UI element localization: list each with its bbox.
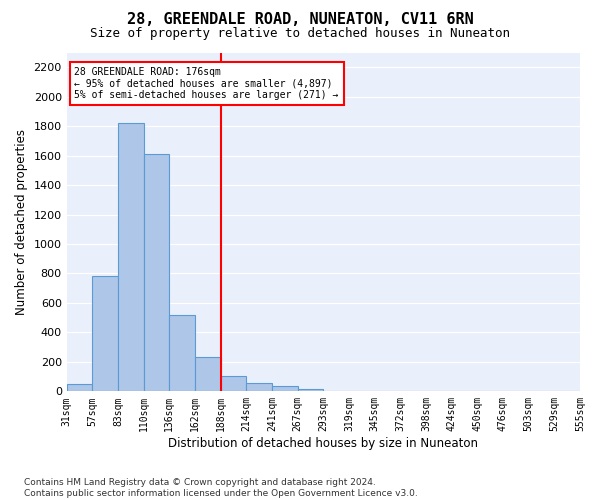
- Bar: [92, 276, 118, 392]
- Text: 28 GREENDALE ROAD: 176sqm
← 95% of detached houses are smaller (4,897)
5% of sem: 28 GREENDALE ROAD: 176sqm ← 95% of detac…: [74, 67, 339, 100]
- Bar: [247, 383, 272, 392]
- Bar: [67, 384, 92, 392]
- Y-axis label: Number of detached properties: Number of detached properties: [15, 129, 28, 315]
- Bar: [195, 356, 221, 392]
- Text: Contains HM Land Registry data © Crown copyright and database right 2024.
Contai: Contains HM Land Registry data © Crown c…: [24, 478, 418, 498]
- Bar: [272, 386, 298, 392]
- Bar: [221, 376, 247, 392]
- Text: 28, GREENDALE ROAD, NUNEATON, CV11 6RN: 28, GREENDALE ROAD, NUNEATON, CV11 6RN: [127, 12, 473, 28]
- Bar: [143, 154, 169, 392]
- X-axis label: Distribution of detached houses by size in Nuneaton: Distribution of detached houses by size …: [169, 437, 478, 450]
- Bar: [118, 123, 143, 392]
- Text: Size of property relative to detached houses in Nuneaton: Size of property relative to detached ho…: [90, 28, 510, 40]
- Bar: [298, 389, 323, 392]
- Bar: [169, 314, 195, 392]
